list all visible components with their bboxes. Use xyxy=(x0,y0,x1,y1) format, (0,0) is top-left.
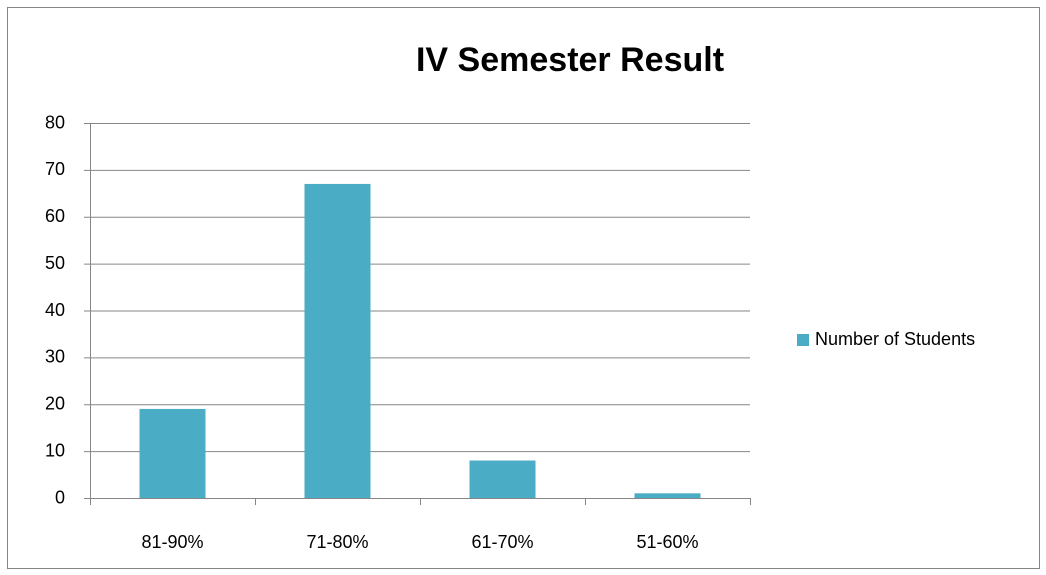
y-tick-label: 20 xyxy=(45,394,65,414)
bar xyxy=(304,183,371,498)
x-tick-label: 51-60% xyxy=(636,532,698,552)
y-tick-label: 0 xyxy=(55,487,65,507)
y-tick-label: 80 xyxy=(45,112,65,132)
legend-label: Number of Students xyxy=(815,329,975,349)
chart-title: IV Semester Result xyxy=(416,41,724,79)
x-tick-label: 71-80% xyxy=(306,532,368,552)
bar xyxy=(634,493,701,498)
y-tick-label: 70 xyxy=(45,159,65,179)
bar xyxy=(469,460,536,498)
y-tick-label: 40 xyxy=(45,300,65,320)
y-tick-label: 50 xyxy=(45,253,65,273)
legend-swatch xyxy=(797,334,809,346)
y-tick-label: 30 xyxy=(45,347,65,367)
x-tick-label: 81-90% xyxy=(141,532,203,552)
x-tick-label: 61-70% xyxy=(471,532,533,552)
y-tick-label: 60 xyxy=(45,206,65,226)
y-tick-label: 10 xyxy=(45,440,65,460)
bar xyxy=(139,408,206,498)
